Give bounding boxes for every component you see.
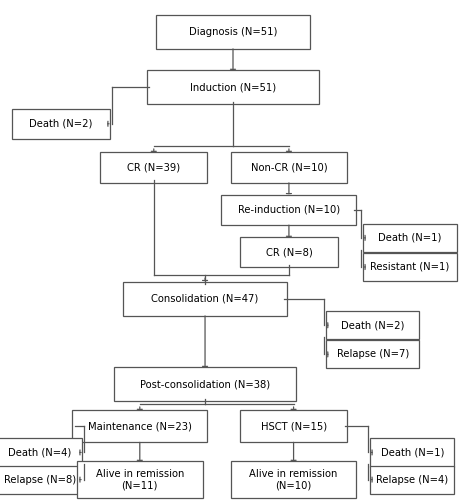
Text: Diagnosis (N=51): Diagnosis (N=51): [189, 26, 277, 36]
FancyBboxPatch shape: [240, 238, 338, 268]
FancyBboxPatch shape: [0, 466, 82, 493]
Text: Alive in remission
(N=10): Alive in remission (N=10): [249, 469, 338, 490]
Text: Post-consolidation (N=38): Post-consolidation (N=38): [140, 380, 270, 390]
Text: CR (N=39): CR (N=39): [127, 162, 180, 172]
FancyBboxPatch shape: [147, 70, 319, 104]
FancyBboxPatch shape: [326, 340, 419, 368]
FancyBboxPatch shape: [114, 368, 296, 402]
Text: Consolidation (N=47): Consolidation (N=47): [151, 294, 259, 304]
FancyBboxPatch shape: [370, 466, 454, 493]
Text: Death (N=1): Death (N=1): [378, 233, 442, 243]
FancyBboxPatch shape: [370, 438, 454, 466]
Text: Death (N=2): Death (N=2): [29, 119, 92, 129]
FancyBboxPatch shape: [326, 311, 419, 340]
Text: Induction (N=51): Induction (N=51): [190, 82, 276, 92]
Text: Death (N=4): Death (N=4): [8, 448, 71, 458]
FancyBboxPatch shape: [156, 14, 310, 48]
FancyBboxPatch shape: [363, 253, 457, 281]
Text: Maintenance (N=23): Maintenance (N=23): [88, 421, 192, 431]
FancyBboxPatch shape: [77, 462, 203, 498]
FancyBboxPatch shape: [12, 108, 110, 139]
FancyBboxPatch shape: [231, 462, 356, 498]
Text: Death (N=2): Death (N=2): [341, 320, 404, 330]
FancyBboxPatch shape: [221, 194, 356, 225]
Text: CR (N=8): CR (N=8): [266, 248, 312, 258]
Text: Death (N=1): Death (N=1): [381, 448, 444, 458]
Text: Relapse (N=7): Relapse (N=7): [336, 350, 409, 360]
FancyBboxPatch shape: [240, 410, 347, 442]
FancyBboxPatch shape: [231, 152, 347, 182]
FancyBboxPatch shape: [123, 282, 287, 316]
Text: Relapse (N=4): Relapse (N=4): [377, 474, 448, 484]
Text: HSCT (N=15): HSCT (N=15): [260, 421, 327, 431]
Text: Relapse (N=8): Relapse (N=8): [4, 474, 75, 484]
Text: Re-induction (N=10): Re-induction (N=10): [238, 204, 340, 214]
Text: Resistant (N=1): Resistant (N=1): [370, 262, 450, 272]
Text: Alive in remission
(N=11): Alive in remission (N=11): [96, 469, 184, 490]
FancyBboxPatch shape: [0, 438, 82, 466]
FancyBboxPatch shape: [100, 152, 207, 182]
FancyBboxPatch shape: [72, 410, 207, 442]
FancyBboxPatch shape: [363, 224, 457, 252]
Text: Non-CR (N=10): Non-CR (N=10): [251, 162, 327, 172]
